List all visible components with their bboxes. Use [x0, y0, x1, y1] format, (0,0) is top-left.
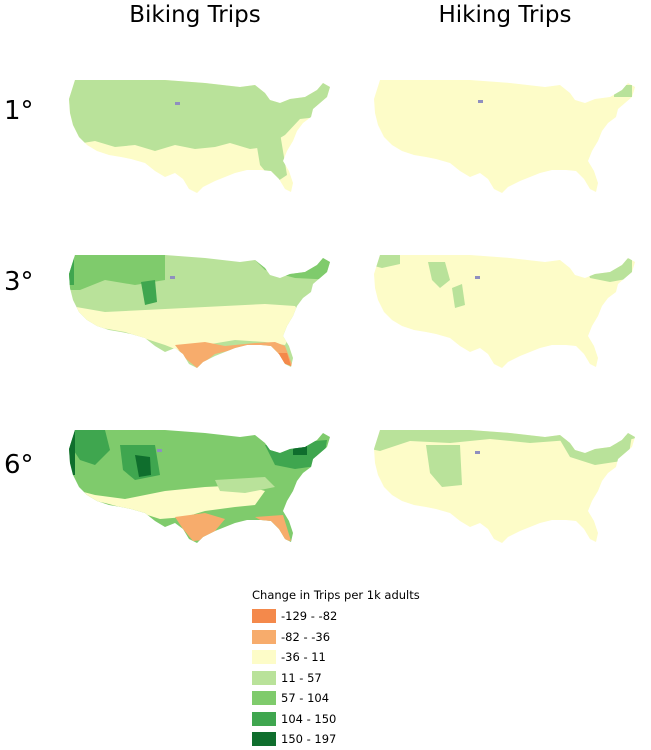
- row-label-1-degree: 1°: [4, 96, 34, 126]
- legend-title: Change in Trips per 1k adults: [252, 588, 420, 602]
- legend-swatch: [252, 629, 276, 644]
- legend-item: 57 - 104: [252, 688, 512, 709]
- map-hiking-6deg: [374, 430, 635, 543]
- legend-item: -36 - 11: [252, 647, 512, 668]
- legend-swatch: [252, 670, 276, 685]
- map-biking-6deg: [69, 430, 330, 543]
- legend-label: -82 - -36: [281, 629, 331, 644]
- legend-item: 150 - 197: [252, 729, 512, 750]
- legend-swatch: [252, 609, 276, 624]
- column-title-hiking: Hiking Trips: [438, 2, 572, 28]
- legend-swatch: [252, 732, 276, 747]
- legend-swatch: [252, 650, 276, 665]
- legend-label: 57 - 104: [281, 691, 330, 706]
- legend-label: -36 - 11: [281, 650, 326, 665]
- legend-item: 11 - 57: [252, 668, 512, 689]
- legend-swatch: [252, 711, 276, 726]
- legend-label: 104 - 150: [281, 711, 337, 726]
- map-hiking-3deg: [374, 255, 635, 368]
- legend-item: 104 - 150: [252, 709, 512, 730]
- map-biking-3deg: [69, 255, 330, 368]
- map-hiking-1deg: [374, 80, 635, 193]
- legend-label: -129 - -82: [281, 609, 338, 624]
- column-title-biking: Biking Trips: [129, 2, 261, 28]
- legend: Change in Trips per 1k adults -129 - -82…: [252, 587, 512, 750]
- legend-items: -129 - -82 -82 - -36 -36 - 11 11 - 57 57…: [252, 606, 512, 750]
- map-biking-1deg: [69, 80, 330, 193]
- legend-label: 11 - 57: [281, 670, 322, 685]
- legend-item: -129 - -82: [252, 606, 512, 627]
- row-label-3-degree: 3°: [4, 267, 34, 297]
- map-grid: [69, 80, 635, 543]
- row-label-6-degree: 6°: [4, 450, 34, 480]
- legend-item: -82 - -36: [252, 627, 512, 648]
- legend-swatch: [252, 691, 276, 706]
- legend-label: 150 - 197: [281, 732, 337, 747]
